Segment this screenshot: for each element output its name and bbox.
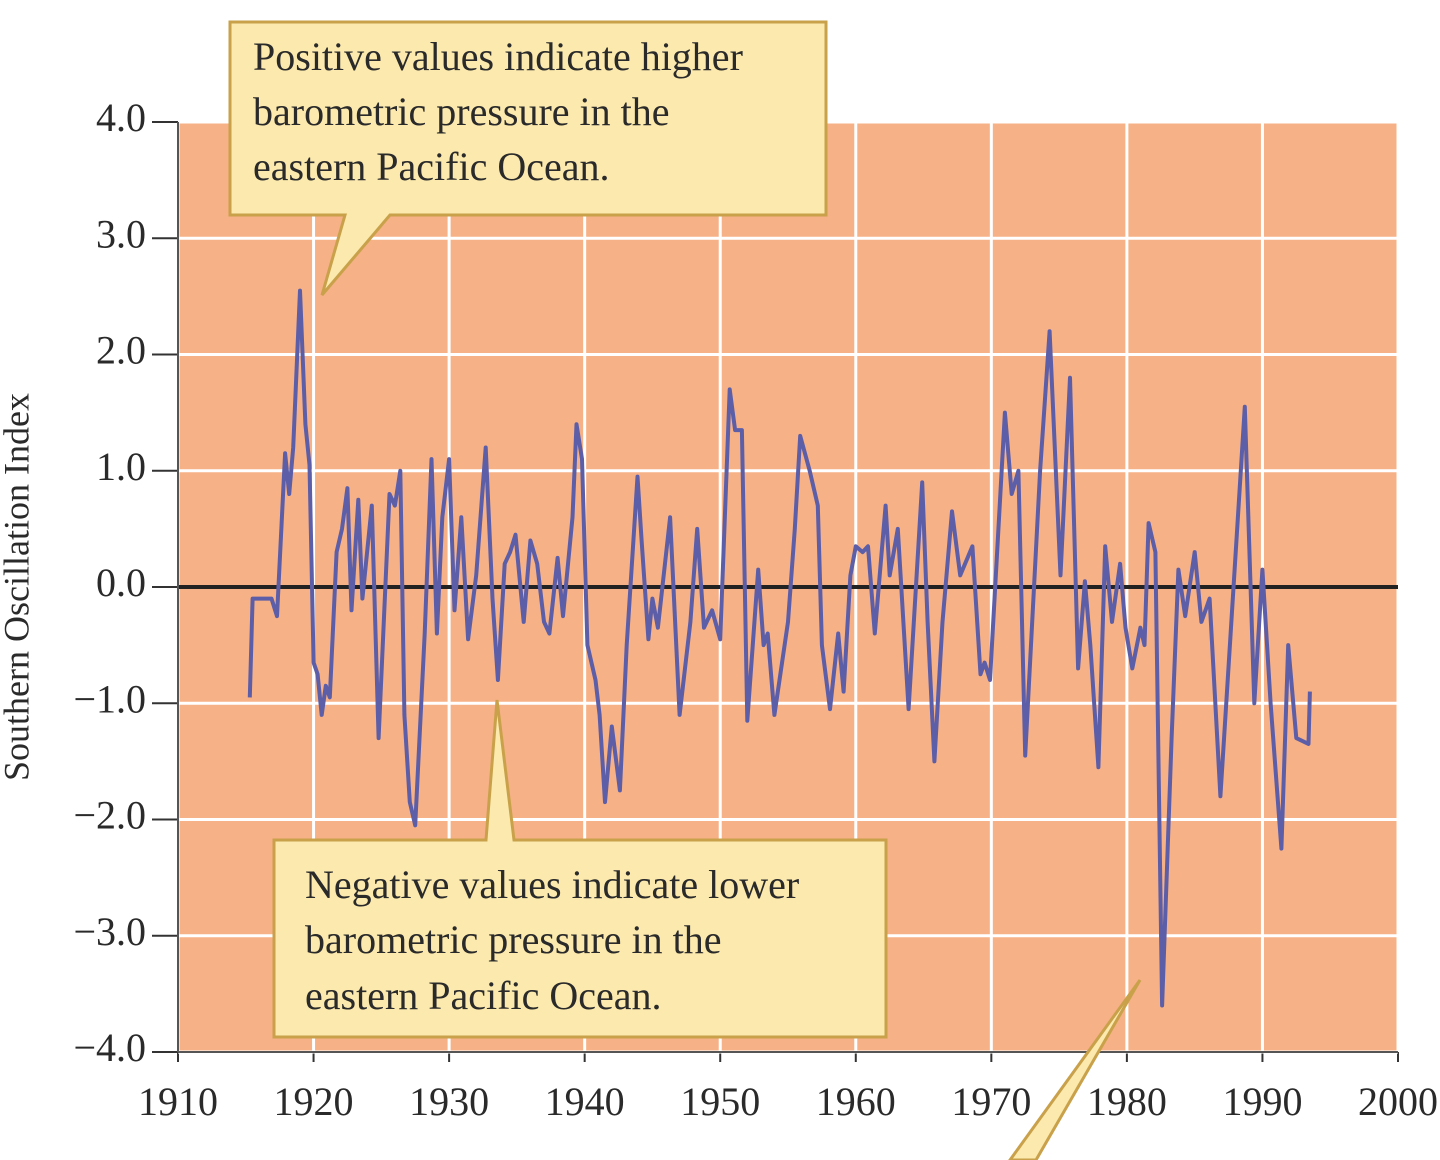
annotation-text: eastern Pacific Ocean. <box>253 144 609 189</box>
x-tick-label: 1960 <box>816 1079 896 1124</box>
annotation-text: Positive values indicate higher <box>253 34 743 79</box>
x-tick-label: 2000 <box>1358 1079 1438 1124</box>
x-tick-label: 1980 <box>1087 1079 1167 1124</box>
y-tick-label: 0.0 <box>96 560 146 605</box>
annotation-text: barometric pressure in the <box>305 917 722 962</box>
y-axis-label: Southern Oscillation Index <box>0 393 36 781</box>
y-tick-label: −1.0 <box>73 676 146 721</box>
y-tick-label: −3.0 <box>73 909 146 954</box>
annotation-text: Negative values indicate lower <box>305 862 799 907</box>
x-tick-label: 1920 <box>274 1079 354 1124</box>
x-tick-label: 1970 <box>951 1079 1031 1124</box>
x-tick-label: 1910 <box>138 1079 218 1124</box>
callout-pointer <box>1008 979 1142 1160</box>
callout-box <box>272 699 888 1039</box>
annotation-text: eastern Pacific Ocean. <box>305 973 661 1018</box>
annotation-text: barometric pressure in the <box>253 89 670 134</box>
y-tick-label: −4.0 <box>73 1025 146 1070</box>
annotation-layer: Positive values indicate higher barometr… <box>228 20 1142 1160</box>
y-tick-label: 2.0 <box>96 328 146 373</box>
x-tick-label: 1950 <box>680 1079 760 1124</box>
data-line <box>247 288 1312 1008</box>
callout-box <box>228 20 828 296</box>
x-tick-label: 1990 <box>1222 1079 1302 1124</box>
y-tick-label: 3.0 <box>96 211 146 256</box>
y-tick-label: 1.0 <box>96 444 146 489</box>
y-tick-label: 4.0 <box>96 95 146 140</box>
x-tick-label: 1930 <box>409 1079 489 1124</box>
x-tick-label: 1940 <box>545 1079 625 1124</box>
y-tick-label: −2.0 <box>73 793 146 838</box>
